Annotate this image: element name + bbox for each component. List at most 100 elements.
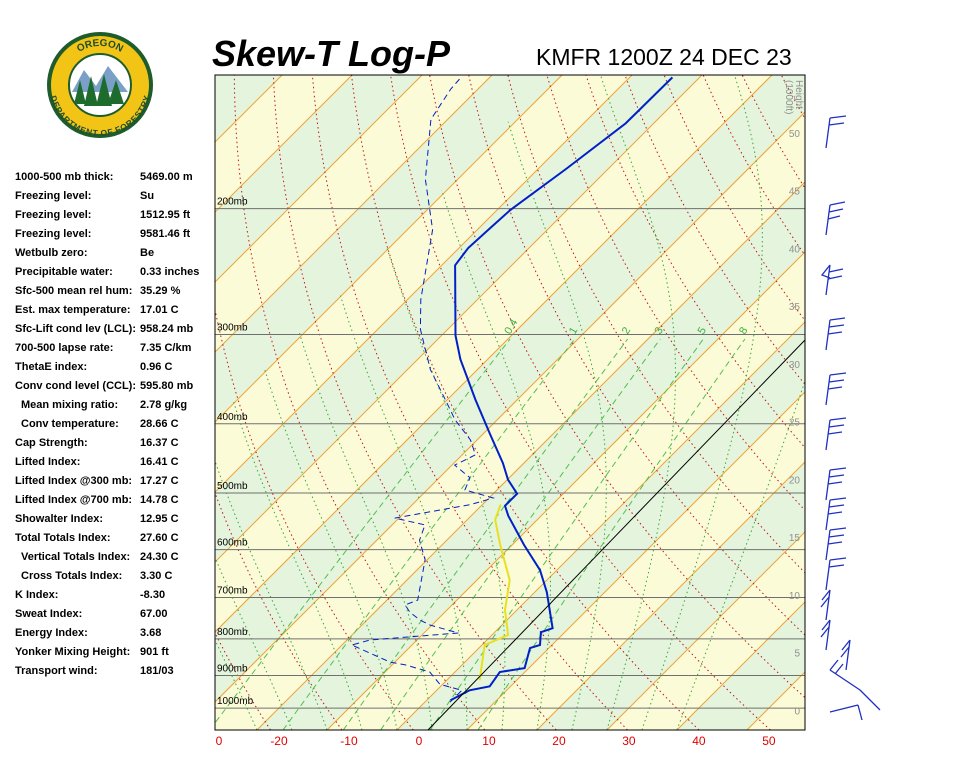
index-label: Vertical Totals Index: xyxy=(21,551,130,563)
y-tick-label: 300mb xyxy=(217,323,248,334)
index-label: Transport wind: xyxy=(15,665,98,677)
index-label: Mean mixing ratio: xyxy=(21,399,118,411)
index-label: 1000-500 mb thick: xyxy=(15,171,113,183)
y-tick-label: 1000mb xyxy=(217,696,254,707)
dry-adiabat xyxy=(897,72,960,730)
sounding-line xyxy=(450,76,674,702)
mixing-ratio-label: 2 xyxy=(620,325,633,336)
y-tick-label: 700mb xyxy=(217,585,248,596)
mixing-ratio-line xyxy=(380,338,661,730)
index-value: 2.78 g/kg xyxy=(140,399,187,411)
index-value: 901 ft xyxy=(140,646,169,658)
reference-line xyxy=(427,339,806,731)
isotherm xyxy=(676,601,805,730)
index-value: 1512.95 ft xyxy=(140,209,190,221)
isotherm xyxy=(215,75,703,563)
y-tick-label: 600mb xyxy=(217,538,248,549)
index-value: 28.66 C xyxy=(140,418,179,430)
sounding-line xyxy=(350,77,496,703)
dry-adiabat xyxy=(507,75,805,574)
isotherm xyxy=(536,461,805,730)
x-tick-label: 50 xyxy=(762,734,776,748)
index-value: Be xyxy=(140,247,154,259)
y2-tick-label: 40 xyxy=(789,244,801,255)
dry-adiabat xyxy=(215,307,414,730)
dry-adiabat xyxy=(272,75,557,730)
dry-adiabat xyxy=(468,75,805,636)
mixing-ratio-label: 5 xyxy=(696,325,709,336)
indices-panel: 1000-500 mb thick: 5469.00 m Freezing leve… xyxy=(15,171,199,677)
sounding-line xyxy=(478,504,511,681)
dry-adiabat xyxy=(780,75,805,120)
moist-adiabat xyxy=(215,459,328,730)
mixing-ratio-label: 8 xyxy=(737,325,750,336)
x-tick-label: 40 xyxy=(692,734,706,748)
logo-top: OREGON xyxy=(75,38,125,55)
moist-adiabat xyxy=(215,556,293,730)
dry-adiabat xyxy=(663,75,805,322)
dry-adiabat xyxy=(351,75,700,730)
isotherm xyxy=(606,531,805,730)
index-label: Lifted Index @700 mb: xyxy=(15,494,132,506)
index-label: Energy Index: xyxy=(15,627,88,639)
index-value: 35.29 % xyxy=(140,285,181,297)
index-label: Total Totals Index: xyxy=(15,532,111,544)
index-label: Yonker Mixing Height: xyxy=(15,646,130,658)
isotherm xyxy=(215,111,805,703)
index-value: 7.35 C/km xyxy=(140,342,192,354)
index-value: 14.78 C xyxy=(140,494,179,506)
index-label: Est. max temperature: xyxy=(15,304,131,316)
dry-adiabat xyxy=(936,72,960,730)
index-value: 17.27 C xyxy=(140,475,179,487)
logo: OREGON DEPARTMENT OF FORESTRY xyxy=(47,32,153,139)
x-tick-label: 20 xyxy=(552,734,566,748)
index-label: Wetbulb zero: xyxy=(15,247,88,259)
chart-title: Skew-T Log-P xyxy=(212,33,451,74)
index-value: 67.00 xyxy=(140,608,168,620)
index-value: 16.37 C xyxy=(140,437,179,449)
dry-adiabat xyxy=(311,75,628,730)
isotherm xyxy=(215,75,423,283)
y2-tick-label: 5 xyxy=(794,649,800,660)
moist-adiabat xyxy=(264,369,398,730)
index-value: 958.24 mb xyxy=(140,323,193,335)
dry-adiabat xyxy=(233,75,486,730)
chart-subtitle: KMFR 1200Z 24 DEC 23 xyxy=(536,44,792,70)
y-tick-label: 500mb xyxy=(217,481,248,492)
index-value: 3.30 C xyxy=(140,570,172,582)
mixing-ratio-label: 3 xyxy=(652,325,665,336)
x-tick-label: 0 xyxy=(416,734,423,748)
moist-adiabat xyxy=(232,400,363,730)
index-label: Conv cond level (CCL): xyxy=(15,380,136,392)
temperature-band xyxy=(817,75,960,730)
y2-tick-label: 50 xyxy=(789,129,801,140)
x-tick-label: -10 xyxy=(340,734,358,748)
y-tick-label: 400mb xyxy=(217,412,248,423)
index-label: 700-500 lapse rate: xyxy=(15,342,113,354)
x-tick-label: -20 xyxy=(270,734,288,748)
index-label: Sweat Index: xyxy=(15,608,82,620)
dry-adiabat xyxy=(819,72,960,730)
temperature-band xyxy=(215,75,805,703)
index-label: Freezing level: xyxy=(15,209,91,221)
index-label: Conv temperature: xyxy=(21,418,119,430)
y2-tick-label: 15 xyxy=(789,533,801,544)
isotherm xyxy=(326,251,805,730)
y-tick-label: 200mb xyxy=(217,197,248,208)
y2-tick-label: 25 xyxy=(789,418,801,429)
y2-tick-label: 0 xyxy=(794,706,800,717)
x-tick-label: 30 xyxy=(622,734,636,748)
index-label: Cap Strength: xyxy=(15,437,88,449)
index-label: Lifted Index @300 mb: xyxy=(15,475,132,487)
index-label: Freezing level: xyxy=(15,228,91,240)
index-label: Freezing level: xyxy=(15,190,91,202)
index-label: Lifted Index: xyxy=(15,456,80,468)
y2-axis-label: Height xyxy=(793,80,804,109)
y2-axis-label: (1000ft) xyxy=(783,80,794,114)
index-value: 0.33 inches xyxy=(140,266,199,278)
plot-frame xyxy=(214,74,806,731)
moist-adiabat xyxy=(599,75,676,730)
x-tick-label: 0 xyxy=(216,734,223,748)
y2-tick-label: 45 xyxy=(789,187,801,198)
